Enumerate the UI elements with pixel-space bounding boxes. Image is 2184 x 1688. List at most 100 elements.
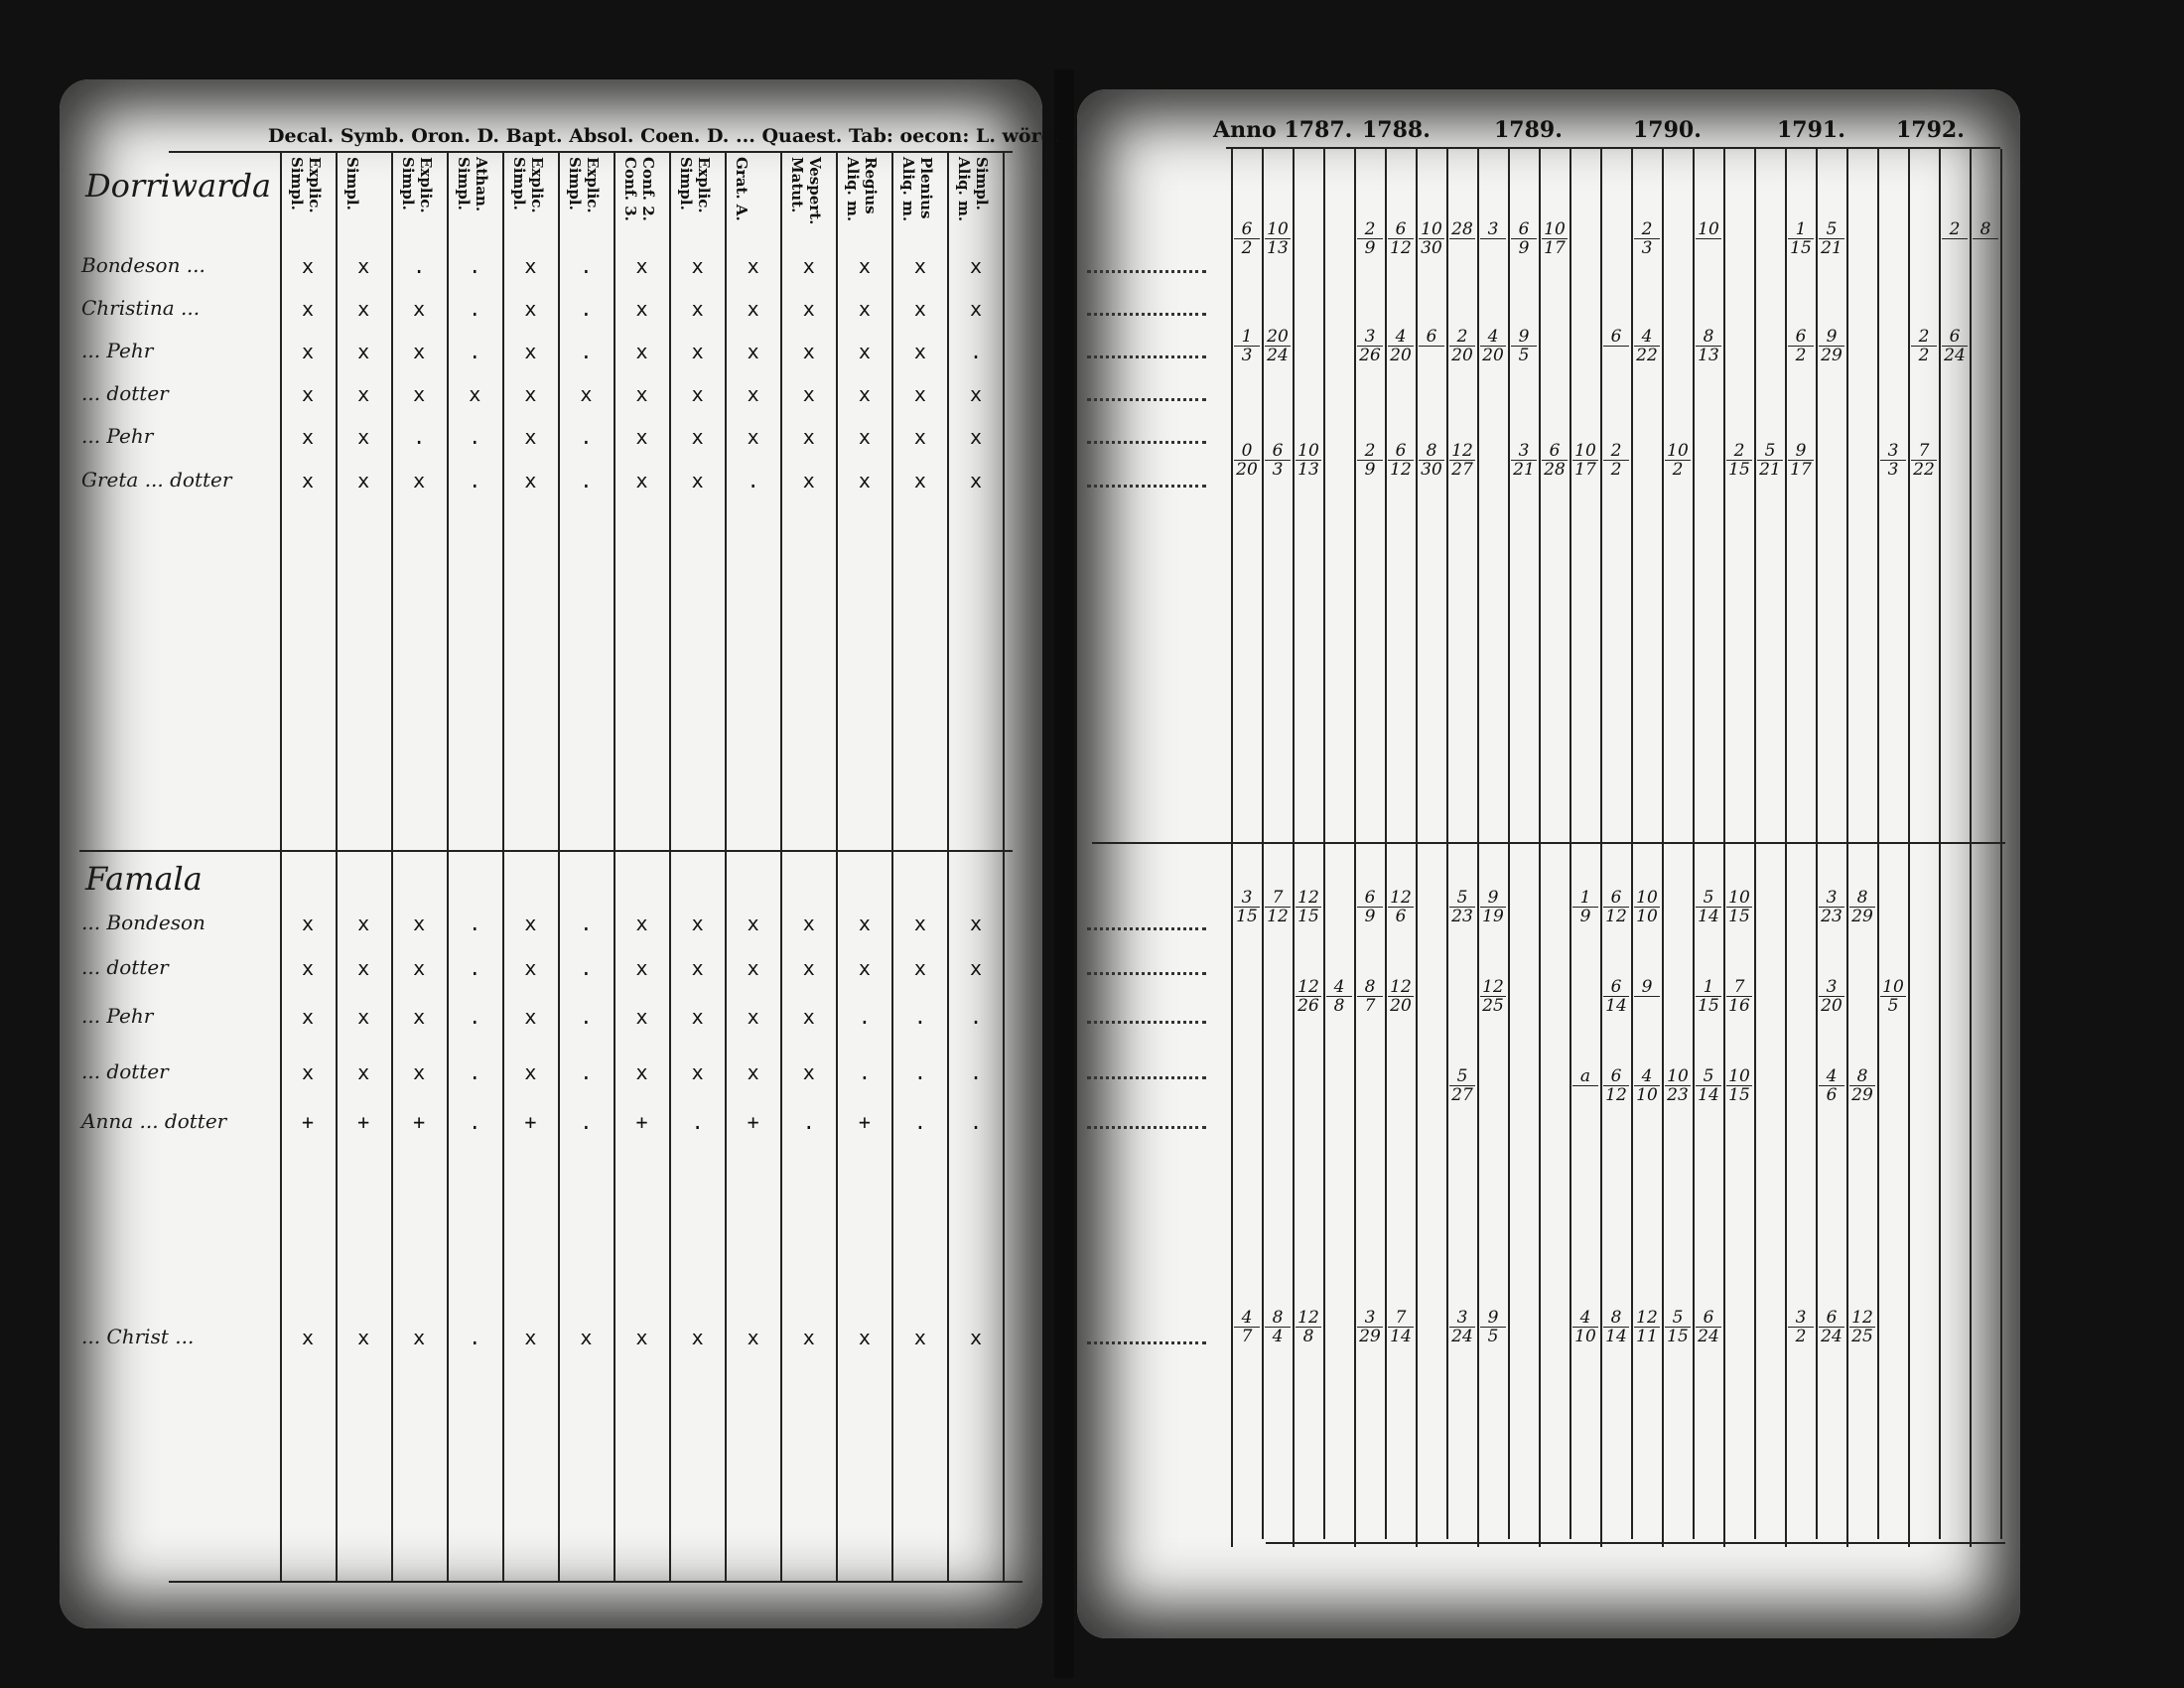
day: 2 bbox=[1610, 460, 1622, 480]
month: 10 bbox=[1665, 1067, 1691, 1086]
day: 20 bbox=[1821, 996, 1843, 1016]
date-entry: 6 bbox=[1603, 328, 1629, 364]
month: 10 bbox=[1265, 220, 1291, 239]
day: 8 bbox=[1302, 1327, 1314, 1346]
date-entry: 9 19 bbox=[1480, 889, 1506, 925]
month: 0 bbox=[1234, 442, 1260, 461]
month: 5 bbox=[1819, 220, 1844, 239]
column-rule bbox=[280, 151, 282, 1581]
day: 16 bbox=[1728, 996, 1750, 1016]
date-entry: 3 29 bbox=[1357, 1309, 1383, 1345]
month: 4 bbox=[1634, 1067, 1660, 1086]
date-entry: 9 29 bbox=[1819, 328, 1844, 364]
column-rule bbox=[336, 151, 338, 1581]
day bbox=[1419, 347, 1444, 364]
date-entry: 12 25 bbox=[1480, 978, 1506, 1015]
month: 8 bbox=[1265, 1309, 1291, 1328]
month: 2 bbox=[1603, 442, 1629, 461]
month: 3 bbox=[1788, 1309, 1814, 1328]
day: 5 bbox=[1518, 346, 1530, 365]
date-entry: 9 17 bbox=[1788, 442, 1814, 479]
month: 6 bbox=[1265, 442, 1291, 461]
month: 10 bbox=[1726, 1067, 1752, 1086]
day: 8 bbox=[1333, 996, 1345, 1016]
month: 6 bbox=[1603, 889, 1629, 908]
date-entry: 10 15 bbox=[1726, 889, 1752, 925]
column-header: Regius Aliq. m. bbox=[844, 157, 880, 222]
day: 27 bbox=[1451, 1085, 1473, 1105]
day: 28 bbox=[1544, 460, 1566, 480]
exam-marks: x x . . x . x x x x x x x bbox=[302, 425, 999, 449]
day: 15 bbox=[1698, 996, 1719, 1016]
month: 10 bbox=[1880, 978, 1906, 997]
date-entry: 4 20 bbox=[1388, 328, 1414, 364]
day: 29 bbox=[1821, 346, 1843, 365]
column-rule bbox=[1754, 149, 1756, 1539]
date-entry: 4 20 bbox=[1480, 328, 1506, 364]
date-entry: 9 bbox=[1634, 978, 1660, 1015]
bottom-rule bbox=[169, 1581, 1023, 1583]
month: 1 bbox=[1696, 978, 1721, 997]
exam-marks: x x x . x . x x x x x x x bbox=[302, 297, 999, 321]
date-entry: 28 bbox=[1449, 220, 1475, 257]
month: 2 bbox=[1449, 328, 1475, 347]
day: 23 bbox=[1667, 1085, 1689, 1105]
header-rule bbox=[169, 151, 1013, 153]
date-entry: 8 bbox=[1973, 220, 1998, 257]
month: 10 bbox=[1634, 889, 1660, 908]
month: 3 bbox=[1819, 978, 1844, 997]
day: 27 bbox=[1451, 460, 1473, 480]
day: 12 bbox=[1605, 907, 1627, 926]
day: 2 bbox=[1918, 346, 1930, 365]
person-name: Bondeson ... bbox=[81, 253, 205, 277]
column-rule bbox=[1539, 149, 1541, 1547]
month: 10 bbox=[1542, 220, 1568, 239]
month: 1 bbox=[1234, 328, 1260, 347]
column-rule bbox=[1908, 149, 1910, 1547]
column-rule bbox=[391, 151, 393, 1581]
column-rule bbox=[1600, 149, 1602, 1547]
leader-dots bbox=[1087, 398, 1206, 401]
date-entry: 12 11 bbox=[1634, 1309, 1660, 1345]
column-header: Vespert. Matut. bbox=[788, 157, 824, 225]
column-rule bbox=[1877, 149, 1879, 1539]
leader-dots bbox=[1087, 1021, 1206, 1024]
date-entry: 12 27 bbox=[1449, 442, 1475, 479]
day: 20 bbox=[1236, 460, 1258, 480]
date-entry: 20 24 bbox=[1265, 328, 1291, 364]
month: 2 bbox=[1357, 220, 1383, 239]
month: 10 bbox=[1572, 442, 1598, 461]
year-header: 1791. bbox=[1777, 117, 1845, 143]
person-name: Anna ... dotter bbox=[81, 1109, 227, 1133]
day: 15 bbox=[1667, 1327, 1689, 1346]
month: 3 bbox=[1449, 1309, 1475, 1328]
day: 23 bbox=[1451, 907, 1473, 926]
column-rule bbox=[947, 151, 949, 1581]
day: 10 bbox=[1636, 907, 1658, 926]
month: 7 bbox=[1726, 978, 1752, 997]
month: 6 bbox=[1388, 442, 1414, 461]
day: 9 bbox=[1518, 238, 1530, 258]
date-entry: 1 15 bbox=[1696, 978, 1721, 1015]
column-rule bbox=[1816, 149, 1818, 1539]
month: 6 bbox=[1696, 1309, 1721, 1328]
date-entry: 5 14 bbox=[1696, 889, 1721, 925]
month: 1 bbox=[1788, 220, 1814, 239]
day: 26 bbox=[1297, 996, 1319, 1016]
month: 7 bbox=[1388, 1309, 1414, 1328]
month: 10 bbox=[1726, 889, 1752, 908]
date-entry: 8 14 bbox=[1603, 1309, 1629, 1345]
day: 6 bbox=[1395, 907, 1407, 926]
month: 2 bbox=[1942, 220, 1968, 239]
column-rule bbox=[836, 151, 838, 1581]
leader-dots bbox=[1087, 972, 1206, 975]
person-name: ... Pehr bbox=[81, 339, 154, 362]
person-name: ... Christ ... bbox=[81, 1325, 195, 1348]
